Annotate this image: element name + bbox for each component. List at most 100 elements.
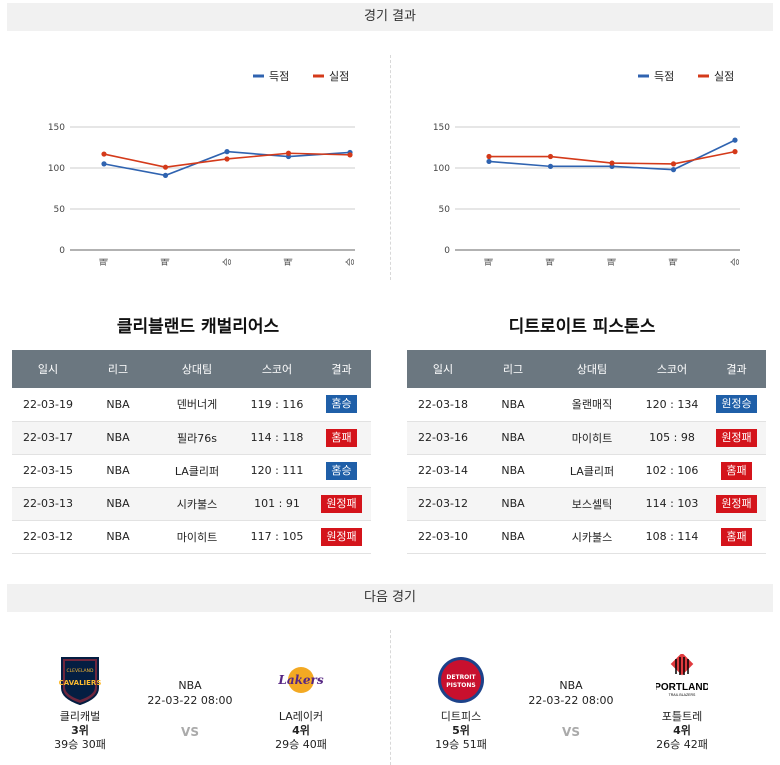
- cell-score: 105 : 98: [637, 421, 707, 455]
- col-result: 결과: [707, 350, 766, 388]
- data-point-conceded: [670, 161, 677, 167]
- result-badge: 원정패: [716, 494, 757, 513]
- table-row: 22-03-17 NBA 필라76s 114 : 118 홈패: [12, 421, 371, 455]
- cell-league: NBA: [479, 520, 547, 554]
- result-badge: 원정패: [321, 494, 362, 513]
- data-point-scored: [101, 161, 107, 167]
- team-rank: 3위: [71, 724, 89, 737]
- table-header-row: 일시 리그 상대팀 스코어 결과: [12, 350, 371, 388]
- y-tick-label: 50: [439, 205, 451, 215]
- next-match-title: 다음 경기: [364, 590, 416, 605]
- cell-score: 120 : 111: [242, 454, 312, 488]
- pistons-logo: DETROIT PISTONS: [438, 657, 484, 703]
- result-badge: 원정패: [321, 527, 362, 546]
- match-2-away-team[interactable]: PORTLAND TRAIL BLAZERS 포틀트레 4위 26승 42패: [627, 654, 737, 752]
- data-point-conceded: [101, 151, 107, 157]
- cell-date: 22-03-16: [407, 421, 479, 455]
- table-row: 22-03-13 NBA 시카불스 101 : 91 원정패: [12, 487, 371, 521]
- next-match-2[interactable]: DETROIT PISTONS 디트피스 5위 19승 51패 NBA 22-0…: [396, 640, 776, 765]
- result-badge: 홈패: [326, 428, 357, 447]
- cell-opponent: 시카불스: [547, 520, 637, 554]
- x-tick-label: 승: [345, 258, 356, 266]
- data-point-scored: [162, 172, 169, 178]
- cell-result: 홈승: [312, 454, 371, 488]
- cell-date: 22-03-15: [12, 454, 84, 488]
- right-results-table: 일시 리그 상대팀 스코어 결과 22-03-18 NBA 올랜매직 120 : 13…: [407, 350, 766, 554]
- cavaliers-logo: CLEVELAND CAVALIERS: [59, 657, 102, 706]
- x-tick-label: 패: [99, 258, 110, 266]
- match-2-home-team[interactable]: DETROIT PISTONS 디트피스 5위 19승 51패: [406, 654, 516, 752]
- cell-opponent: 마이히트: [152, 520, 242, 554]
- match-1-home-team[interactable]: CLEVELAND CAVALIERS 클리캐벌 3위 39승 30패: [25, 654, 135, 752]
- col-opponent: 상대팀: [547, 350, 637, 388]
- cell-score: 120 : 134: [637, 388, 707, 422]
- right-chart: 득점 실점 0 50 100 150 패 패 패 패 승: [395, 55, 765, 280]
- cell-result: 홈승: [312, 388, 371, 422]
- data-point-scored: [670, 167, 677, 173]
- trailblazers-logo: PORTLAND TRAIL BLAZERS: [656, 654, 708, 697]
- left-chart: 득점 실점 0 50 100 150 패 패 승 패 승: [10, 55, 380, 280]
- svg-text:CAVALIERS: CAVALIERS: [59, 679, 102, 687]
- match-datetime: 22-03-22 08:00: [147, 694, 233, 707]
- cell-score: 119 : 116: [242, 388, 312, 422]
- x-tick-label: 패: [546, 258, 557, 266]
- cell-date: 22-03-12: [12, 520, 84, 554]
- cell-league: NBA: [479, 487, 547, 521]
- cell-result: 홈패: [707, 454, 766, 488]
- data-point-scored: [547, 163, 554, 169]
- cell-opponent: LA클리퍼: [152, 454, 242, 488]
- next-match-1[interactable]: CLEVELAND CAVALIERS 클리캐벌 3위 39승 30패 NBA …: [15, 640, 395, 765]
- lakers-logo: Lakers: [277, 667, 324, 693]
- x-tick-label: 패: [284, 258, 295, 266]
- cell-opponent: 덴버너게: [152, 388, 242, 422]
- cell-opponent: LA클리퍼: [547, 454, 637, 488]
- cell-league: NBA: [84, 421, 152, 455]
- data-point-conceded: [347, 152, 353, 158]
- svg-text:TRAIL BLAZERS: TRAIL BLAZERS: [669, 693, 696, 697]
- cell-score: 117 : 105: [242, 520, 312, 554]
- cell-date: 22-03-10: [407, 520, 479, 554]
- cell-date: 22-03-18: [407, 388, 479, 422]
- cell-league: NBA: [479, 388, 547, 422]
- data-point-conceded: [224, 156, 230, 162]
- series-line-scored: [103, 150, 351, 177]
- x-tick-label: 패: [161, 258, 172, 266]
- cell-score: 108 : 114: [637, 520, 707, 554]
- y-tick-label: 150: [48, 123, 65, 133]
- team-name: 클리캐벌: [59, 710, 101, 723]
- match-league: NBA: [178, 679, 202, 692]
- cell-score: 101 : 91: [242, 487, 312, 521]
- match-1-away-team[interactable]: Lakers LA레이커 4위 29승 40패: [246, 654, 356, 752]
- results-header-title: 경기 결과: [364, 9, 416, 24]
- x-tick-label: 승: [730, 258, 741, 266]
- cell-date: 22-03-12: [407, 487, 479, 521]
- cell-result: 원정패: [312, 487, 371, 521]
- col-league: 리그: [84, 350, 152, 388]
- result-badge: 홈패: [721, 527, 752, 546]
- cell-league: NBA: [84, 454, 152, 488]
- cell-result: 원정패: [707, 487, 766, 521]
- cell-league: NBA: [479, 454, 547, 488]
- vs-label: VS: [181, 725, 199, 739]
- next-match-header: 다음 경기: [7, 584, 773, 612]
- match-league: NBA: [559, 679, 583, 692]
- cell-league: NBA: [84, 520, 152, 554]
- col-league: 리그: [479, 350, 547, 388]
- cell-result: 원정승: [707, 388, 766, 422]
- cell-date: 22-03-17: [12, 421, 84, 455]
- svg-text:DETROIT: DETROIT: [446, 674, 476, 681]
- col-score: 스코어: [637, 350, 707, 388]
- y-tick-label: 100: [48, 164, 65, 174]
- col-score: 스코어: [242, 350, 312, 388]
- cell-opponent: 보스셀틱: [547, 487, 637, 521]
- team-name: LA레이커: [278, 710, 324, 723]
- cell-opponent: 올랜매직: [547, 388, 637, 422]
- right-team-title: 디트로이트 피스톤스: [508, 317, 656, 337]
- cell-league: NBA: [479, 421, 547, 455]
- team-rank: 5위: [452, 724, 470, 737]
- x-tick-label: 패: [484, 258, 495, 266]
- y-tick-label: 0: [444, 246, 450, 256]
- data-point-scored: [732, 137, 738, 143]
- team-record: 29승 40패: [275, 738, 327, 751]
- col-date: 일시: [407, 350, 479, 388]
